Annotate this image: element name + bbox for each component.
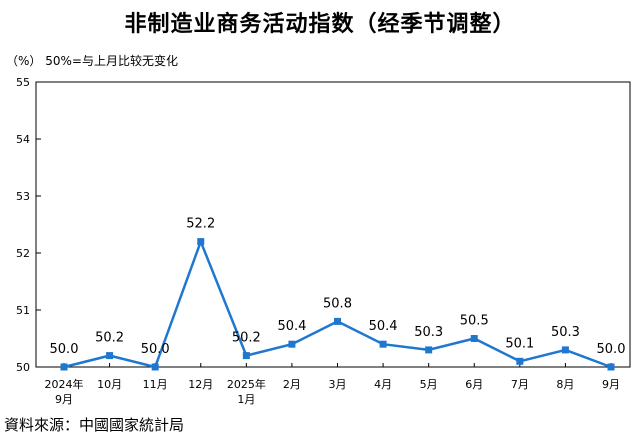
x-tick-label: 11月 — [143, 378, 168, 391]
x-tick-label: 1月 — [237, 393, 255, 406]
data-label: 50.0 — [597, 342, 626, 357]
y-tick-label: 55 — [16, 76, 30, 89]
data-point-marker — [561, 346, 569, 354]
data-point-marker — [288, 340, 296, 348]
y-tick-label: 53 — [16, 190, 30, 203]
data-label: 50.1 — [505, 336, 534, 351]
y-axis-ticks: 50 51 52 53 54 55 — [16, 76, 41, 374]
y-tick-label: 54 — [16, 133, 30, 146]
x-tick-label: 7月 — [511, 378, 529, 391]
data-labels: 50.0 50.2 50.0 52.2 50.2 50.4 50.8 50.4 50.3 50.5… — [50, 217, 626, 357]
x-axis-ticks: 2024年 9月 10月 11月 12月 2025年 1月 2月 3月 4月 5月 6月 7月 8月 9月 — [45, 363, 620, 406]
y-tick-label: 52 — [16, 247, 30, 260]
x-tick-label: 9月 — [55, 393, 73, 406]
data-label: 50.3 — [414, 325, 443, 340]
data-label: 50.2 — [95, 331, 124, 346]
x-tick-label: 2024年 — [45, 377, 84, 391]
x-tick-label: 4月 — [374, 378, 392, 391]
unit-note: （%） 50%=与上月比较无变化 — [6, 54, 178, 68]
data-point-marker — [106, 352, 114, 360]
y-tick-label: 50 — [16, 361, 30, 374]
x-tick-label: 2月 — [283, 378, 301, 391]
data-label: 50.4 — [369, 319, 398, 334]
data-point-marker — [197, 238, 205, 246]
data-point-marker — [242, 352, 250, 360]
data-label: 50.0 — [50, 342, 79, 357]
data-point-marker — [334, 317, 341, 325]
x-tick-label: 8月 — [556, 378, 574, 391]
data-point-marker — [470, 335, 478, 342]
data-label: 50.0 — [141, 342, 170, 357]
plot-area-frame — [35, 81, 631, 368]
data-point-marker — [60, 363, 68, 371]
data-label: 50.4 — [277, 319, 306, 334]
data-label: 50.8 — [323, 296, 352, 311]
data-label: 50.3 — [551, 325, 580, 340]
x-tick-label: 2025年 — [227, 377, 266, 391]
x-tick-label: 10月 — [97, 378, 122, 391]
data-label: 50.5 — [460, 314, 489, 329]
x-tick-label: 5月 — [420, 378, 438, 391]
data-point-marker — [151, 363, 159, 371]
x-tick-label: 12月 — [188, 378, 213, 391]
series-markers — [60, 238, 615, 371]
data-point-marker — [607, 363, 615, 371]
x-tick-label: 3月 — [329, 378, 347, 391]
data-point-marker — [379, 340, 387, 348]
chart-title: 非制造业商务活动指数（经季节调整） — [124, 12, 516, 37]
data-label: 52.2 — [186, 217, 215, 232]
x-tick-label: 6月 — [465, 378, 483, 391]
source-note: 資料來源：中國國家統計局 — [4, 416, 185, 434]
data-label: 50.2 — [232, 331, 261, 346]
data-point-marker — [425, 346, 433, 354]
y-tick-label: 51 — [16, 304, 30, 317]
data-point-marker — [516, 357, 524, 365]
x-tick-label: 9月 — [602, 378, 620, 391]
